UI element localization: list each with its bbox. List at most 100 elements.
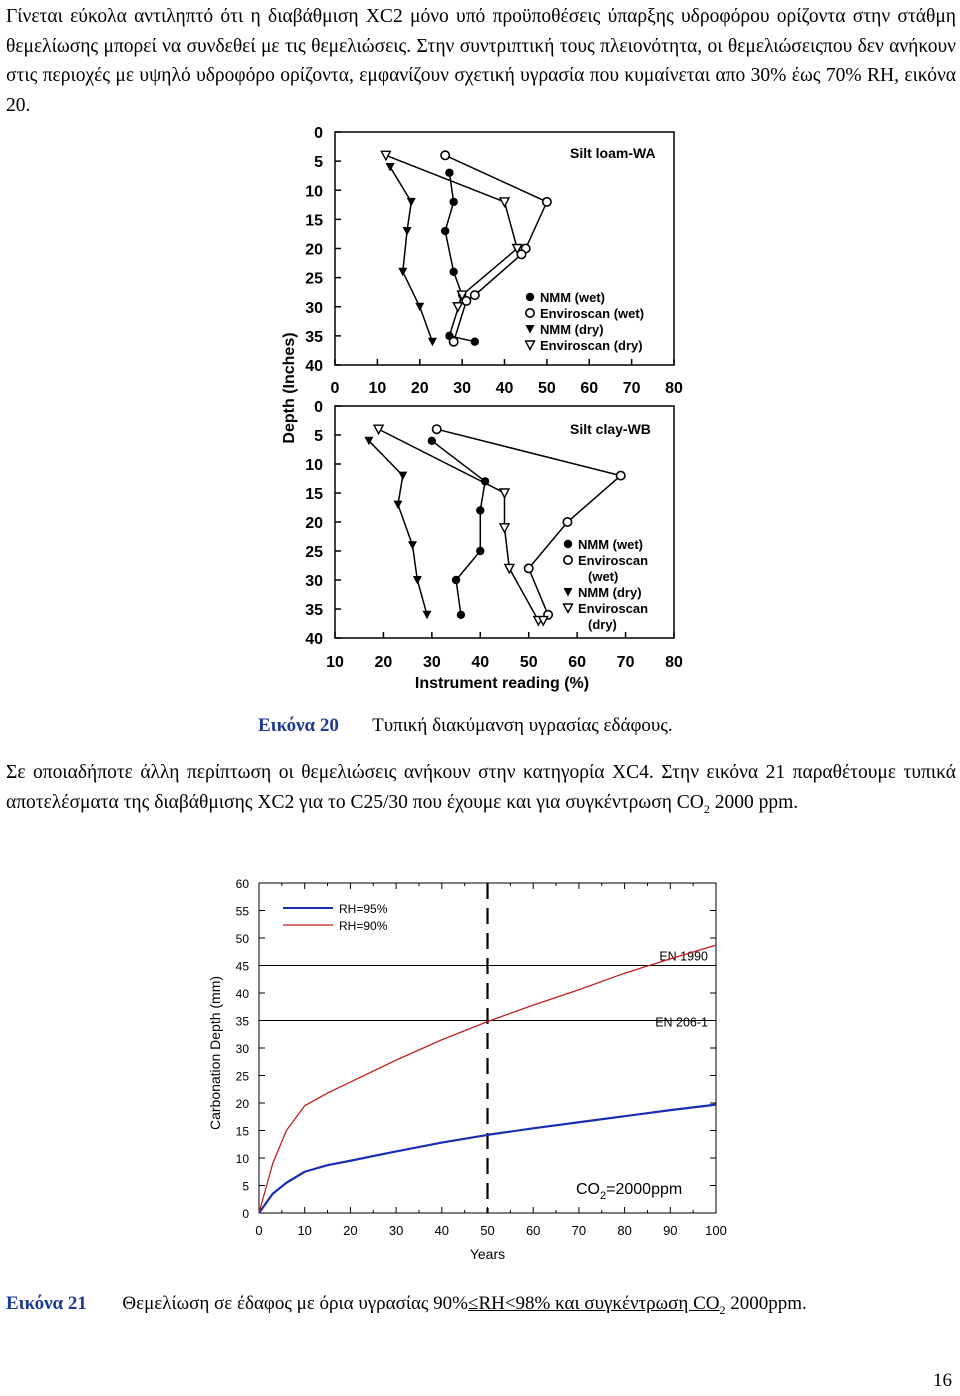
- y-tick-label: 10: [305, 457, 323, 474]
- x-tick-label: 90: [663, 1223, 677, 1238]
- data-point: [449, 197, 458, 207]
- data-point: [498, 488, 511, 499]
- data-point: [415, 302, 425, 312]
- x-tick-label: 40: [435, 1223, 449, 1238]
- y-tick-label: 25: [305, 271, 323, 288]
- chart-title: Silt loam-WA: [570, 145, 656, 161]
- data-point: [398, 471, 408, 481]
- paragraph-xc4-subscript: 2: [703, 801, 710, 816]
- x-tick-label: 70: [572, 1223, 586, 1238]
- legend-label: (dry): [588, 617, 617, 632]
- data-point: [445, 168, 454, 177]
- x-tick-label: 60: [526, 1223, 540, 1238]
- y-tick-label: 15: [236, 1125, 250, 1139]
- data-point: [407, 541, 417, 550]
- x-tick-label: 20: [375, 654, 393, 671]
- figure-21-caption: Εικόνα 21 Θεμελίωση σε έδαφος με όρια υγ…: [6, 1293, 956, 1318]
- soil-chart-panel-1: 0 5 10 15 20 25 30 35 40 0 10 20 30 40 50 60 70 80 Silt lo…: [305, 125, 683, 397]
- figure-21-caption-subscript: 2: [719, 1302, 726, 1317]
- legend-label: NMM (dry): [578, 585, 642, 600]
- y-axis-label: Depth (Inches): [281, 332, 298, 443]
- y-tick-label: 5: [242, 1180, 249, 1194]
- x-tick-label: 70: [617, 654, 635, 671]
- data-point: [427, 337, 437, 347]
- paragraph-xc4: Σε οποιαδήποτε άλλη περίπτωση οι θεμελιώ…: [6, 758, 956, 824]
- x-tick-label: 30: [389, 1223, 403, 1238]
- series-line-4: [378, 428, 544, 622]
- data-point: [511, 243, 523, 255]
- data-point: [448, 336, 459, 347]
- data-point: [503, 563, 516, 575]
- data-point: [393, 500, 403, 510]
- y-tick-label: 35: [305, 329, 323, 346]
- y-tick-label: 0: [242, 1207, 249, 1221]
- y-tick-label: 20: [236, 1097, 250, 1111]
- y-tick-label: 15: [305, 212, 323, 229]
- x-axis-label: Instrument reading (%): [415, 675, 589, 692]
- legend-marker: [563, 539, 573, 549]
- series-line-1: [431, 440, 486, 615]
- data-point: [440, 150, 451, 161]
- y-tick-label: 45: [236, 960, 250, 974]
- x-tick-label: 40: [471, 654, 489, 671]
- y-tick-label: 20: [305, 515, 323, 532]
- series-line-3: [368, 440, 428, 616]
- data-point: [452, 302, 464, 313]
- figure-21-carbonation-chart: 0 10 20 30 40 50 60 70 80 90 100 0 5 10 15 20 25 30 35 40 45…: [207, 877, 727, 1262]
- data-point: [451, 575, 461, 585]
- legend-label: NMM (wet): [540, 290, 605, 305]
- series-line-3: [389, 166, 434, 342]
- y-tick-label: 25: [305, 544, 323, 561]
- paragraph-xc4-text-end: 2000 ppm.: [709, 791, 799, 813]
- legend-marker: [562, 554, 573, 565]
- y-tick-label: 35: [236, 1015, 250, 1029]
- data-point: [427, 436, 437, 445]
- x-tick-label: 0: [331, 380, 340, 397]
- legend-marker: [524, 308, 535, 319]
- x-axis-label: Years: [470, 1246, 505, 1262]
- y-tick-label: 40: [305, 358, 323, 375]
- legend-marker: [525, 325, 535, 334]
- y-tick-label: 30: [305, 300, 323, 317]
- legend-label: RH=95%: [339, 902, 388, 916]
- y-tick-label: 50: [236, 932, 250, 946]
- data-point: [456, 610, 466, 619]
- legend-label: RH=90%: [339, 919, 388, 933]
- x-tick-label: 10: [368, 380, 386, 397]
- y-tick-label: 40: [305, 631, 323, 648]
- reference-line-label: EN 1990: [659, 950, 708, 964]
- plot-frame: [334, 131, 675, 366]
- data-point: [398, 267, 408, 277]
- data-point: [523, 563, 534, 574]
- y-tick-label: 30: [305, 573, 323, 590]
- legend-label: Enviroscan (dry): [540, 338, 643, 353]
- data-point: [402, 227, 412, 236]
- data-point: [422, 610, 432, 620]
- figure-21-caption-part-a: Θεμελίωση σε έδαφος με όρια υγρασίας 90%: [122, 1293, 469, 1314]
- paragraph-xc4-text: Σε οποιαδήποτε άλλη περίπτωση οι θεμελιώ…: [6, 762, 956, 813]
- data-point: [406, 197, 416, 207]
- x-tick-label: 50: [538, 380, 556, 397]
- co2-annotation: CO2=2000ppm: [576, 1181, 682, 1202]
- y-tick-label: 15: [305, 486, 323, 503]
- figure-21-caption-part-b: ≤RH<98% και συγκέντρωση CO: [468, 1293, 720, 1314]
- x-tick-label: 10: [326, 654, 344, 671]
- y-tick-label: 30: [236, 1042, 250, 1056]
- legend-label: Enviroscan: [578, 553, 648, 568]
- page-number: 16: [933, 1370, 952, 1391]
- x-tick-label: 80: [665, 380, 683, 397]
- x-tick-label: 70: [623, 380, 641, 397]
- series-line-rh95: [258, 1103, 717, 1214]
- figure-20-caption: Εικόνα 20 Τυπική διακύμανση υγρασίας εδά…: [258, 715, 673, 737]
- series-line-1: [444, 172, 476, 343]
- data-point: [470, 337, 480, 346]
- data-point: [412, 576, 422, 585]
- x-tick-label: 80: [665, 654, 683, 671]
- x-tick-label: 50: [520, 654, 538, 671]
- y-tick-label: 0: [314, 399, 323, 416]
- paragraph-intro: Γίνεται εύκολα αντιληπτό ότι η διαβάθμισ…: [6, 2, 956, 120]
- legend-box: [273, 895, 397, 945]
- x-tick-label: 50: [480, 1223, 494, 1238]
- y-tick-label: 35: [305, 602, 323, 619]
- y-tick-label: 20: [305, 242, 323, 259]
